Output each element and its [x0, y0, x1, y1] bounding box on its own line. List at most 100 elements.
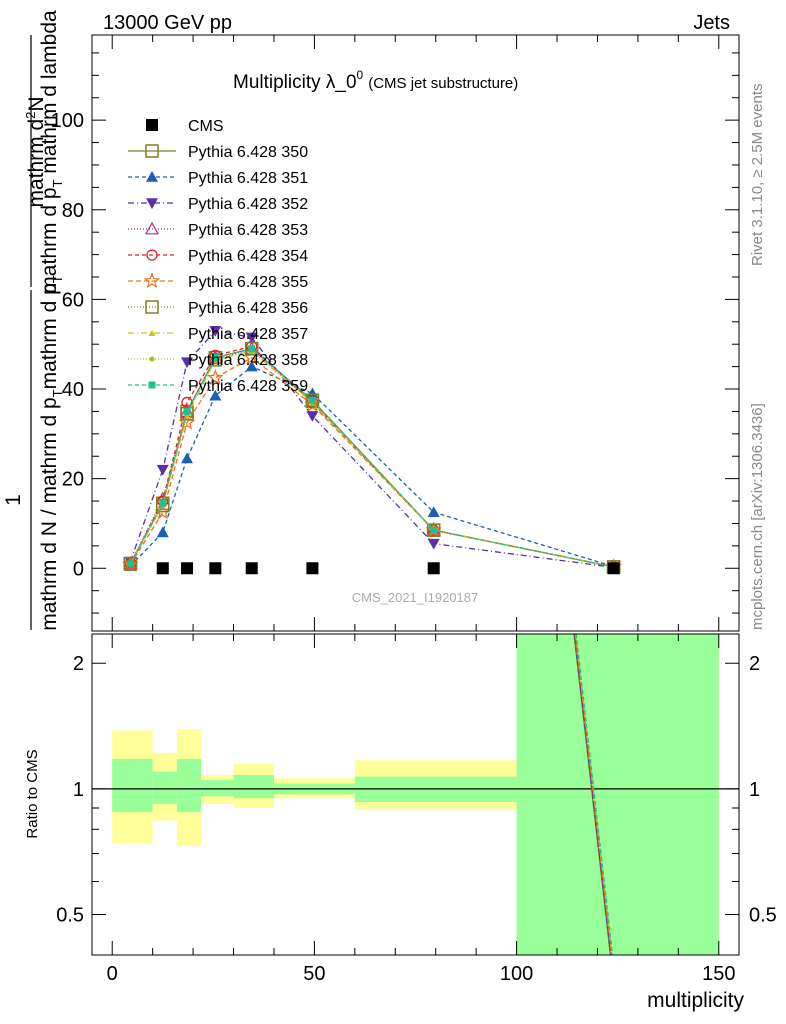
data-point [181, 357, 194, 369]
legend: CMS Pythia 6.428 350 Pythia 6.428 351 Pythi… [128, 118, 308, 395]
legend-marker [146, 198, 158, 209]
data-point [211, 354, 219, 362]
y-tick-label: 0 [73, 558, 84, 580]
ratio-y-tick-label-right: 0.5 [749, 905, 777, 927]
y-tick-label: 80 [62, 200, 84, 222]
ylabel-denominator-top: mathrm d pT mathrm d lambda [38, 10, 65, 294]
data-point [123, 557, 138, 571]
y-tick-label: 100 [51, 110, 84, 132]
ratio-y-tick-label: 0.5 [56, 905, 84, 927]
title-main: Multiplicity λ_0 [233, 72, 357, 93]
legend-entry: Pythia 6.428 354 [128, 248, 308, 265]
legend-marker [145, 300, 159, 314]
watermark: CMS_2021_I1920187 [352, 590, 479, 605]
x-tick-label: 150 [702, 963, 735, 985]
legend-marker [145, 144, 159, 158]
ratio-bands [112, 634, 719, 955]
data-point [305, 393, 320, 407]
legend-label: Pythia 6.428 355 [188, 274, 308, 291]
legend-label: Pythia 6.428 352 [188, 196, 308, 213]
data-point [154, 503, 172, 520]
ratio-stat-band [233, 774, 274, 799]
ratio-stat-band [516, 634, 719, 955]
data-point [304, 396, 321, 412]
data-point [207, 369, 224, 385]
cms-data-point [156, 562, 169, 575]
legend-label: Pythia 6.428 350 [188, 144, 308, 161]
main-axis-ticks: 0 20 40 60 80 100 [51, 35, 739, 631]
title-sup: 0 [357, 68, 364, 82]
data-point [426, 523, 441, 537]
data-point [248, 345, 256, 353]
legend-entry: Pythia 6.428 352 [128, 196, 308, 213]
x-tick-label: 0 [107, 963, 118, 985]
data-point [181, 452, 194, 464]
legend-marker [144, 221, 160, 235]
data-point [308, 396, 316, 404]
legend-marker [148, 330, 156, 336]
cms-data-point [245, 562, 258, 575]
legend-marker [143, 272, 161, 289]
data-point [180, 406, 194, 421]
data-point [126, 560, 134, 568]
ratio-series-line [575, 633, 614, 956]
legend-marker [146, 249, 158, 261]
cms-data-point [607, 562, 620, 575]
y-tick-label: 60 [62, 289, 84, 311]
legend-label: Pythia 6.428 354 [188, 248, 308, 265]
data-point [306, 411, 319, 422]
main-frame [91, 34, 740, 632]
legend-marker [146, 119, 158, 131]
data-point [430, 526, 438, 534]
cms-data-point [209, 562, 222, 575]
data-point [159, 499, 167, 507]
plot-title: Multiplicity λ_00 (CMS jet substructure) [233, 68, 518, 93]
data-point [156, 498, 170, 513]
ratio-y-tick-label-right: 2 [749, 653, 760, 675]
legend-entry: Pythia 6.428 359 [128, 378, 308, 395]
legend-label: Pythia 6.428 357 [188, 326, 308, 343]
series-line [129, 350, 614, 568]
ratio-y-tick-label: 1 [73, 779, 84, 801]
y-tick-label: 20 [62, 469, 84, 491]
header-right: Jets [693, 12, 730, 34]
data-point [245, 360, 258, 372]
legend-entry: Pythia 6.428 353 [128, 221, 308, 239]
data-point [244, 341, 259, 356]
data-point [245, 332, 258, 344]
data-point [208, 353, 223, 367]
data-point [306, 387, 319, 399]
series-5 [122, 348, 622, 574]
data-point [183, 407, 191, 415]
data-point [122, 556, 139, 572]
cms-data-point [306, 562, 319, 575]
svg-text:Multiplicity λ_00(CMS jet subs: Multiplicity λ_00 (CMS jet substructure) [233, 68, 518, 93]
x-tick-label: 100 [500, 963, 533, 985]
legend-entry: Pythia 6.428 350 [128, 144, 308, 161]
series-4 [124, 340, 620, 573]
series-line [129, 365, 614, 568]
series-line [129, 347, 614, 568]
x-tick-label: 50 [303, 963, 325, 985]
legend-label: Pythia 6.428 359 [188, 378, 308, 395]
mcplots-label: mcplots.cern.ch [arXiv:1306.3436] [749, 403, 766, 630]
y-tick-label: 40 [62, 379, 84, 401]
ylabel-denominator: mathrm d N / mathrm d pTmathrm d pT [38, 275, 65, 631]
cms-data-point [427, 562, 440, 575]
ylabel-prefix: 1 [2, 494, 25, 506]
series-6 [123, 341, 621, 574]
x-axis-label: multiplicity [647, 989, 744, 1012]
ratio-stat-band [152, 771, 177, 805]
ratio-frame [91, 633, 740, 956]
legend-label: Pythia 6.428 358 [188, 352, 308, 369]
legend-entry: Pythia 6.428 355 [128, 272, 308, 291]
legend-entry: Pythia 6.428 357 [128, 326, 308, 343]
legend-label: Pythia 6.428 351 [188, 170, 308, 187]
ratio-lines [92, 633, 739, 956]
cms-data [156, 562, 620, 575]
legend-entry: CMS [146, 118, 224, 135]
data-point [156, 526, 169, 538]
legend-marker [149, 356, 155, 362]
series-1 [124, 360, 620, 572]
